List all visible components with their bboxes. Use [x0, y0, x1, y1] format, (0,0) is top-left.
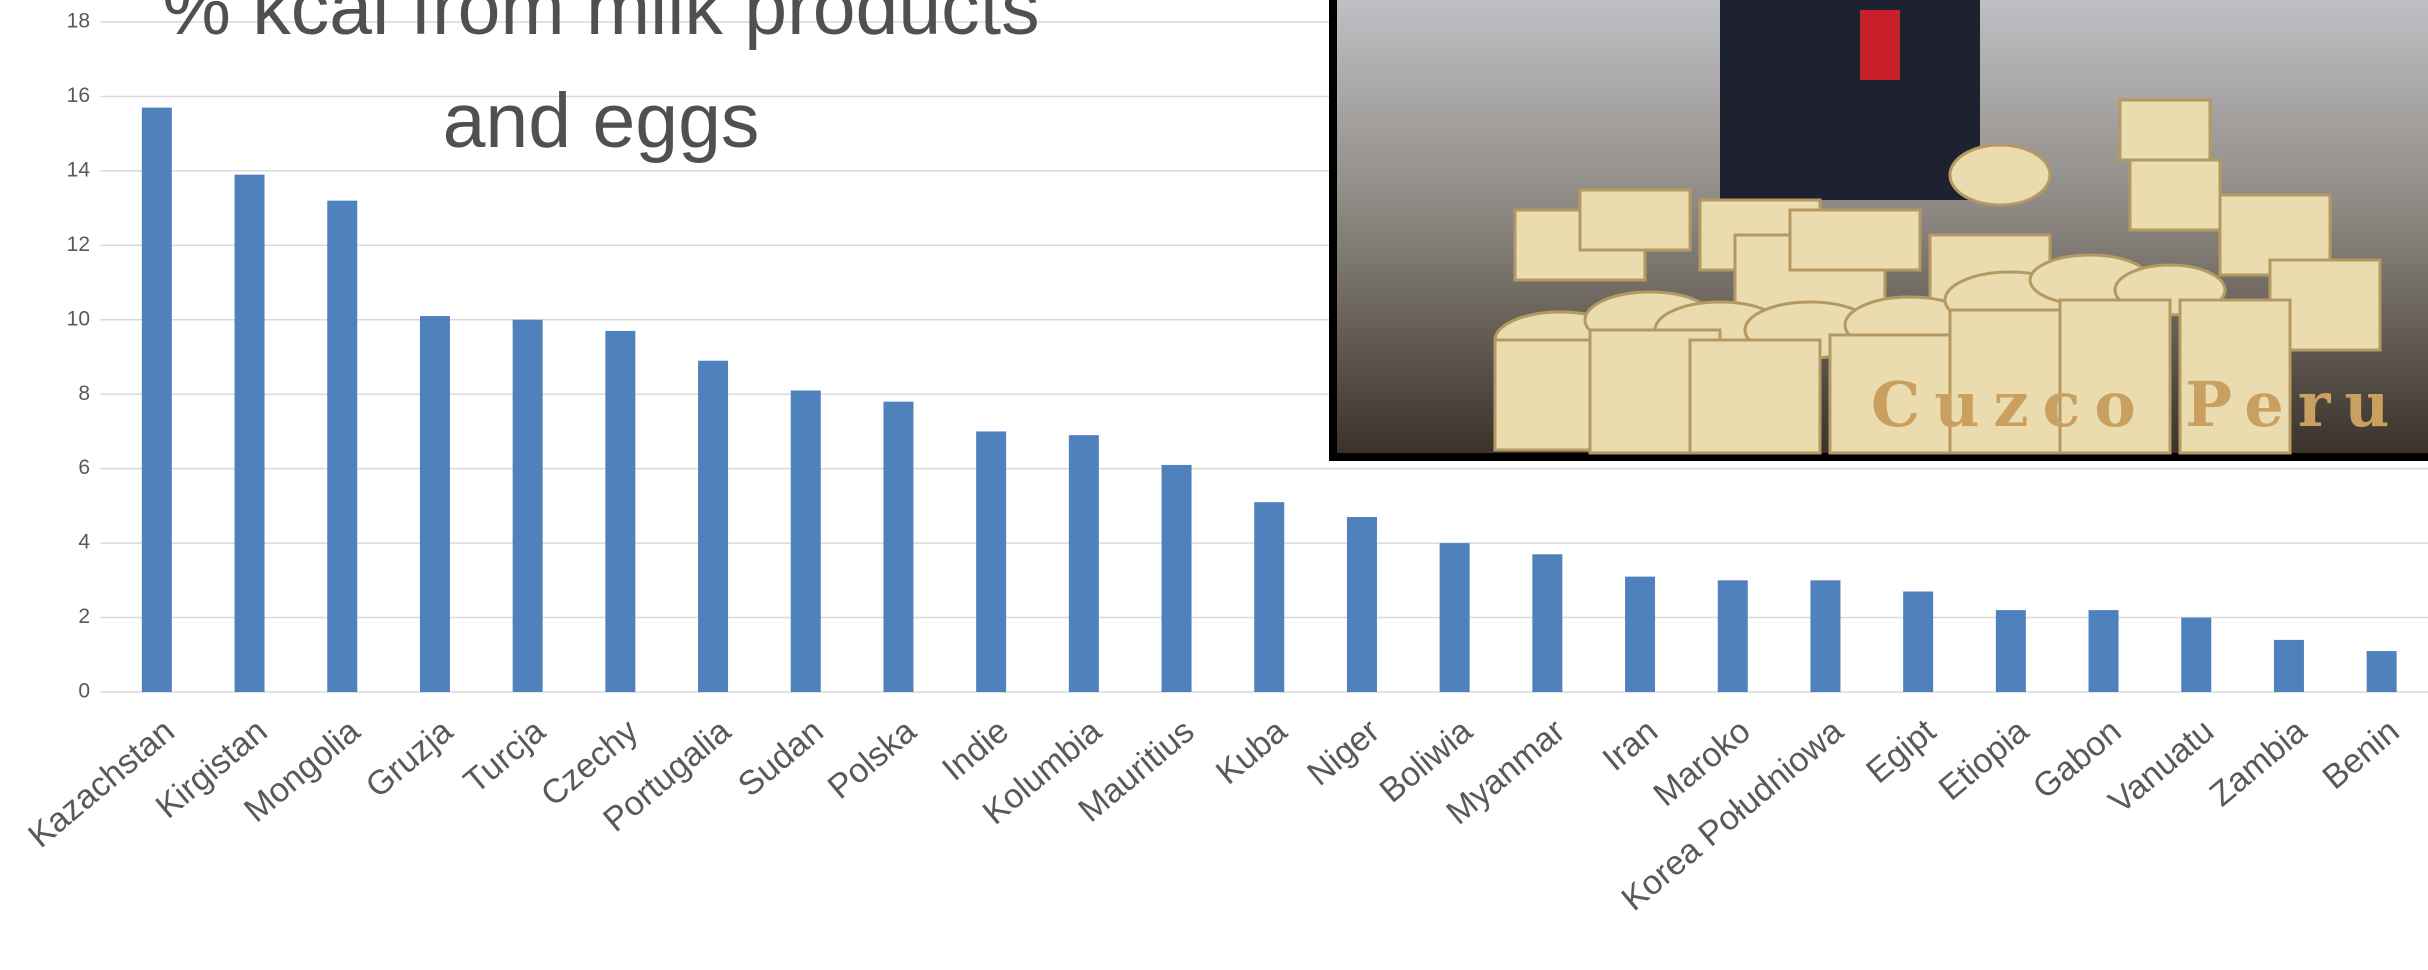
bar	[1625, 576, 1656, 692]
y-tick-label: 16	[67, 84, 90, 107]
bar	[1532, 554, 1563, 692]
bar	[327, 200, 358, 692]
x-tick-label: Etiopia	[1932, 712, 2036, 808]
x-tick-label: Indie	[935, 712, 1016, 789]
x-tick-label: Kazachstan	[21, 712, 182, 855]
bar	[1161, 464, 1192, 692]
bar	[2088, 610, 2119, 692]
x-tick-label: Zambia	[2203, 712, 2314, 814]
x-tick-label: Benin	[2316, 712, 2407, 797]
bar	[512, 319, 543, 692]
bar	[234, 174, 265, 693]
x-tick-label: Kuba	[1209, 712, 1294, 792]
bar	[698, 360, 729, 692]
y-tick-label: 10	[67, 307, 90, 330]
chart-title: % kcal from milk products and eggs	[162, 0, 1040, 164]
x-tick-label: Gruzja	[359, 712, 460, 806]
bar	[605, 330, 636, 692]
x-tick-label: Vanuatu	[2102, 712, 2222, 821]
y-tick-label: 14	[67, 158, 91, 181]
bar	[1810, 580, 1841, 692]
y-tick-label: 18	[67, 10, 90, 33]
bar	[1903, 591, 1934, 692]
bar	[2366, 651, 2397, 692]
y-tick-label: 12	[67, 233, 90, 256]
bar	[141, 107, 172, 693]
bar	[2273, 639, 2304, 692]
bar	[2181, 617, 2212, 692]
photo: Cuzco Peru 2017	[1329, 0, 2428, 461]
y-tick-label: 2	[78, 605, 90, 628]
photo-caption: Cuzco Peru 2017	[1871, 368, 2428, 441]
y-tick-label: 8	[78, 382, 90, 405]
bar	[1995, 610, 2026, 692]
y-tick-label: 6	[78, 456, 90, 479]
x-tick-label: Sudan	[731, 712, 831, 804]
bar	[1439, 543, 1470, 692]
bar	[1717, 580, 1748, 692]
bar	[1068, 435, 1099, 692]
x-tick-label: Polska	[821, 712, 924, 807]
bar	[1254, 502, 1285, 692]
bar	[790, 390, 821, 692]
bar	[1346, 517, 1377, 692]
bar	[883, 401, 914, 692]
x-tick-label: Iran	[1596, 712, 1665, 779]
y-tick-label: 4	[78, 531, 90, 554]
bar	[976, 431, 1007, 692]
bar	[419, 316, 450, 692]
y-tick-label: 0	[78, 680, 90, 703]
